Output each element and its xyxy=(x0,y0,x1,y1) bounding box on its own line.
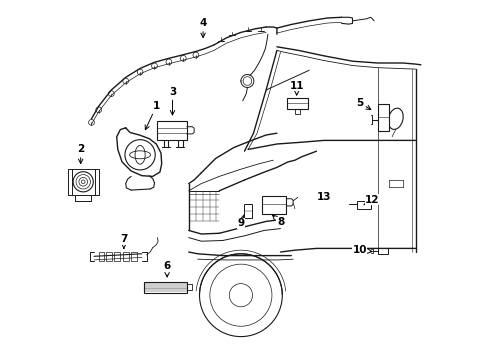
Bar xyxy=(377,104,388,131)
Bar xyxy=(157,121,186,140)
Text: 5: 5 xyxy=(355,98,370,109)
Text: 12: 12 xyxy=(364,195,379,205)
Bar xyxy=(378,248,387,254)
Bar xyxy=(106,252,111,261)
Bar xyxy=(261,196,285,214)
Bar xyxy=(356,201,370,209)
Bar xyxy=(72,169,95,195)
Text: 10: 10 xyxy=(352,245,371,255)
Bar xyxy=(244,204,252,218)
Bar xyxy=(131,252,137,261)
Bar xyxy=(122,252,128,261)
Text: 13: 13 xyxy=(316,192,330,202)
Text: 11: 11 xyxy=(289,81,304,95)
Bar xyxy=(144,282,186,293)
Text: 1: 1 xyxy=(145,101,160,130)
Text: 4: 4 xyxy=(199,18,206,37)
Text: 7: 7 xyxy=(120,234,127,248)
Text: 2: 2 xyxy=(77,144,84,163)
Bar xyxy=(286,98,307,109)
Text: 3: 3 xyxy=(168,87,176,115)
Text: 9: 9 xyxy=(237,215,244,228)
Text: 8: 8 xyxy=(272,215,284,228)
Text: 6: 6 xyxy=(163,261,170,277)
Bar xyxy=(114,252,120,261)
Bar xyxy=(99,252,104,261)
